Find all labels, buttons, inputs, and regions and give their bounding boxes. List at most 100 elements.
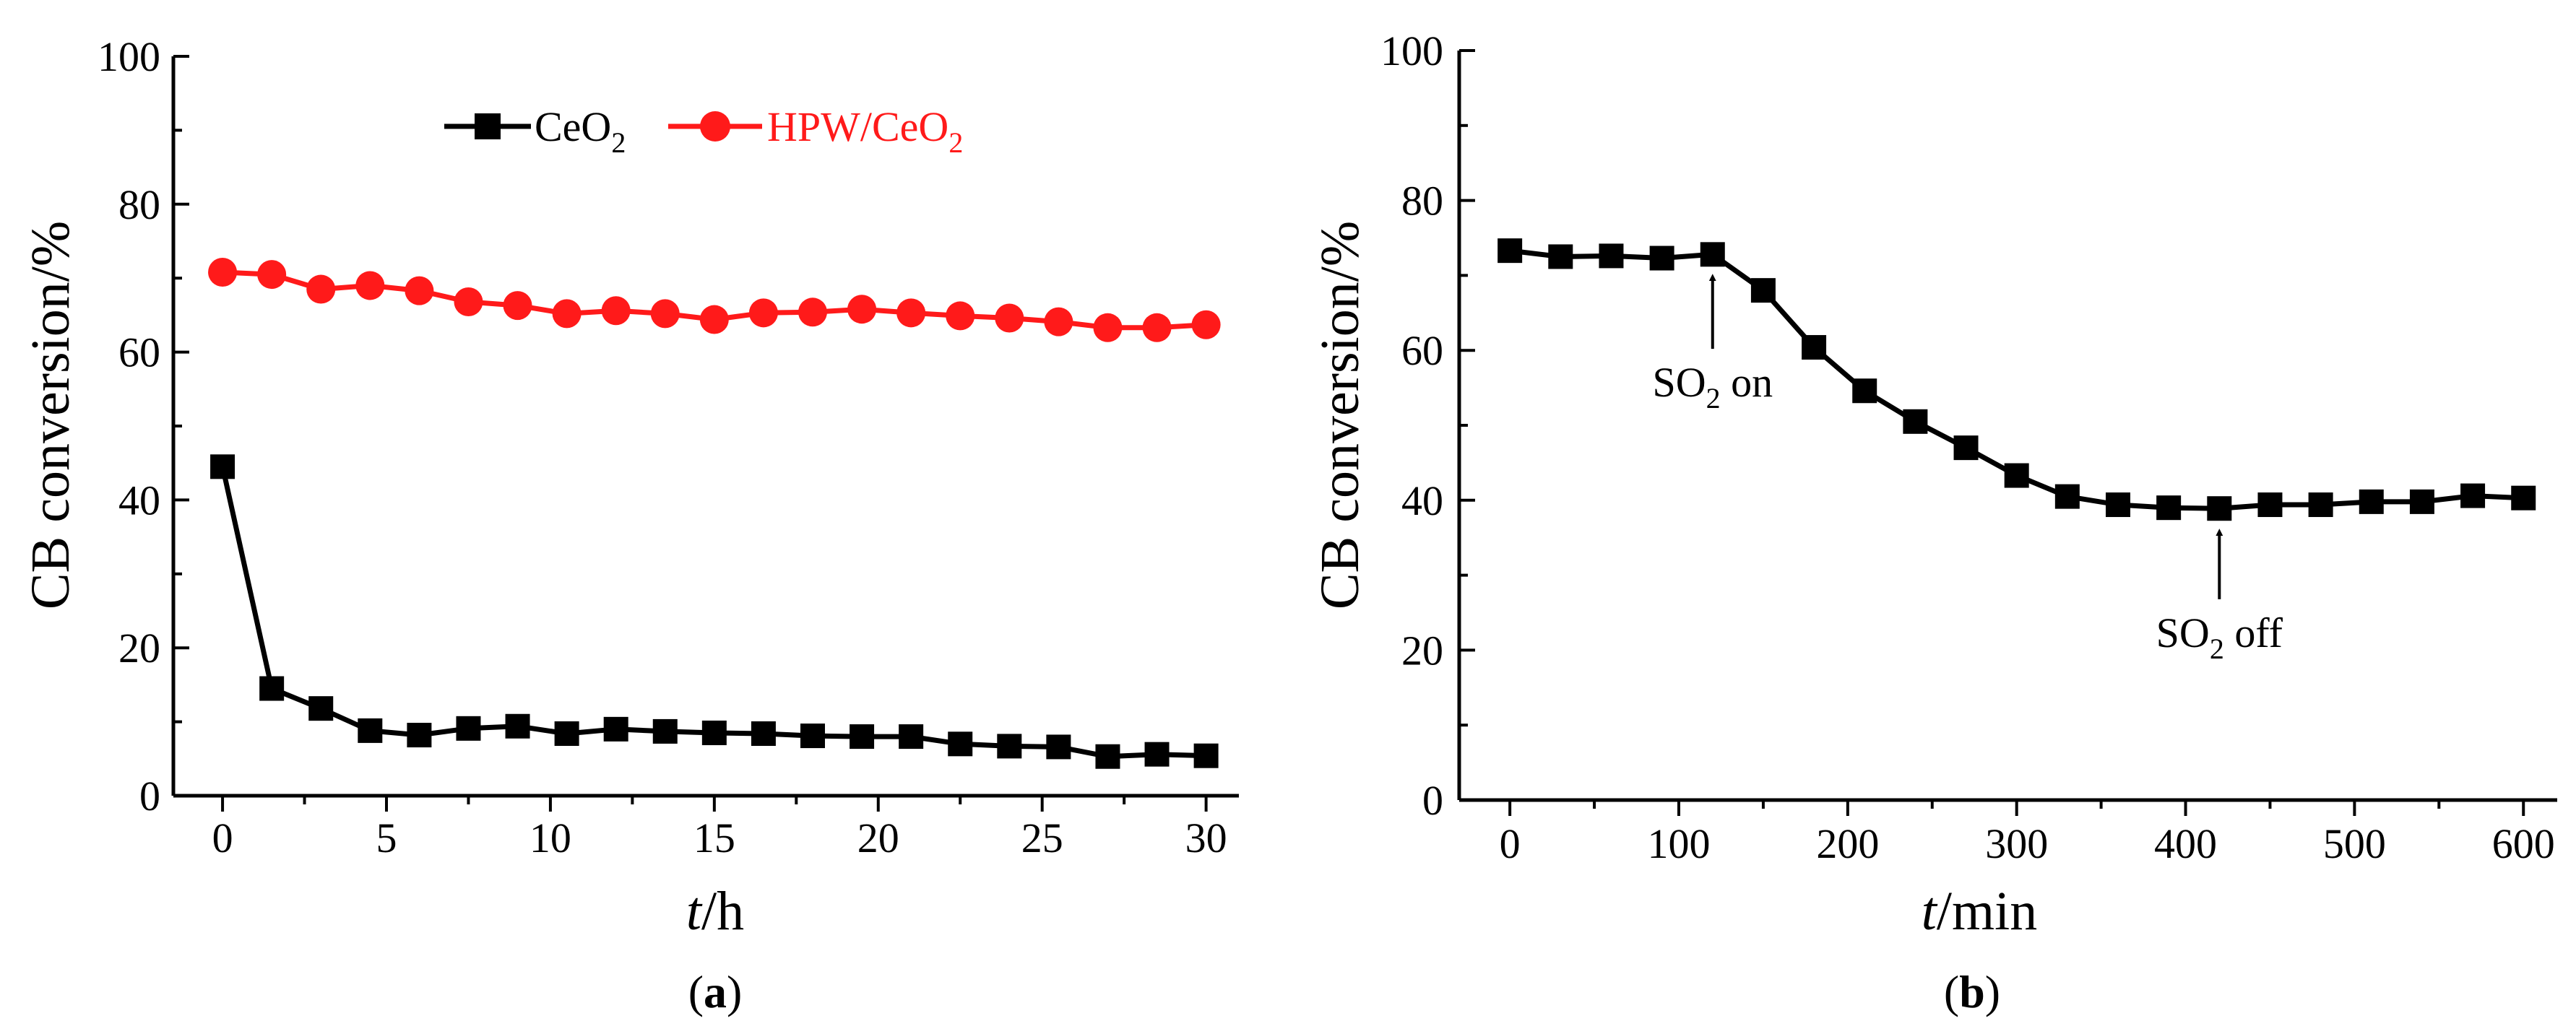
y-tick-label: 60	[118, 329, 160, 376]
data-point-ceo2	[1497, 238, 1523, 264]
data-point-hpw-ceo2	[1142, 313, 1172, 342]
y-tick-label: 0	[139, 773, 160, 820]
data-point-hpw-ceo2	[405, 276, 434, 305]
data-point-ceo2	[701, 720, 727, 745]
data-point-ceo2	[1095, 744, 1120, 769]
y-tick-label: 40	[118, 477, 160, 523]
data-point-ceo2	[259, 676, 285, 701]
data-point-ceo2	[800, 724, 825, 749]
data-point-ceo2	[1144, 742, 1170, 767]
data-point-ceo2	[2004, 463, 2029, 488]
data-point-hpw-ceo2	[257, 260, 287, 290]
data-point-ceo2	[2359, 489, 2384, 514]
data-point-ceo2	[652, 718, 678, 744]
y-tick-label: 20	[1401, 627, 1443, 674]
data-point-ceo2	[210, 454, 235, 479]
data-point-hpw-ceo2	[454, 287, 483, 316]
so2-on-label: SO2 on	[1652, 359, 1773, 414]
data-point-hpw-ceo2	[896, 298, 926, 328]
panel-b-axes	[1457, 51, 2557, 802]
data-point-ceo2	[2409, 489, 2434, 514]
x-tick-label: 500	[2323, 820, 2386, 867]
data-point-ceo2	[1193, 743, 1219, 768]
x-tick-label: 5	[376, 814, 397, 861]
data-point-hpw-ceo2	[601, 296, 631, 326]
x-tick-label: 15	[693, 814, 735, 861]
data-point-ceo2	[1700, 242, 1725, 267]
data-point-ceo2	[948, 731, 973, 757]
data-point-ceo2	[1953, 435, 1979, 461]
data-point-ceo2	[603, 716, 628, 742]
data-point-ceo2	[2257, 492, 2283, 518]
data-point-hpw-ceo2	[1191, 310, 1221, 339]
panel-a-ticks: 0 20 40 60 80 100 0 5 10 15 20 25 30	[98, 33, 1227, 861]
data-point-ceo2	[2156, 495, 2182, 521]
data-point-ceo2	[899, 724, 924, 750]
y-tick-label: 80	[1401, 178, 1443, 225]
panel-a-legend: CeO2 HPW/CeO2	[444, 103, 963, 159]
data-point-ceo2	[2308, 492, 2333, 518]
data-point-ceo2	[1903, 409, 1928, 434]
data-point-ceo2	[358, 718, 383, 743]
data-point-ceo2	[1750, 278, 1776, 303]
y-tick-label: 40	[1401, 477, 1443, 524]
data-point-ceo2	[505, 713, 530, 739]
x-tick-label: 10	[530, 814, 571, 861]
data-point-hpw-ceo2	[748, 298, 778, 328]
x-tick-label: 600	[2492, 820, 2555, 867]
x-tick-label: 0	[212, 814, 233, 861]
data-point-ceo2	[2511, 485, 2536, 511]
data-point-ceo2	[407, 723, 432, 748]
data-point-ceo2	[1046, 734, 1071, 760]
data-point-ceo2	[1852, 378, 1877, 404]
legend-label-hpw-ceo2: HPW/CeO2	[767, 103, 963, 159]
panel-b-ticks: 0 20 40 60 80 100 0 100 200 300 400 500 600	[1380, 27, 2555, 867]
series-line-ceo2	[220, 466, 1206, 760]
panel-a-axes	[171, 56, 1239, 798]
x-tick-label: 300	[1985, 820, 2048, 867]
x-tick-label: 25	[1021, 814, 1063, 861]
x-tick-label: 30	[1185, 814, 1227, 861]
panel-a-y-axis-title: CB conversion/%	[20, 221, 81, 609]
data-point-hpw-ceo2	[1093, 313, 1123, 342]
legend-marker-ceo2	[475, 113, 501, 139]
data-point-ceo2	[308, 696, 334, 721]
panel-b-annotations: SO2 on SO2 off	[1652, 274, 2283, 665]
y-tick-label: 0	[1422, 777, 1443, 824]
data-point-hpw-ceo2	[650, 299, 680, 329]
panel-b-y-axis-title: CB conversion/%	[1310, 221, 1370, 609]
y-tick-label: 20	[118, 625, 160, 672]
so2-off-label: SO2 off	[2156, 609, 2283, 665]
panel-a-series	[208, 258, 1221, 769]
panel-a-chart: 0 20 40 60 80 100 0 5 10 15 20 25 30 CB conversion/%…	[20, 33, 1239, 1017]
data-point-ceo2	[1599, 243, 1624, 269]
data-point-hpw-ceo2	[946, 301, 975, 331]
data-point-hpw-ceo2	[208, 258, 238, 287]
panel-b-label: (b)	[1944, 966, 2000, 1017]
panel-b-x-axis-title: t/min	[1922, 881, 2037, 942]
data-point-ceo2	[1548, 244, 1573, 269]
data-point-ceo2	[2207, 496, 2232, 521]
data-point-hpw-ceo2	[995, 303, 1024, 333]
data-point-ceo2	[1649, 246, 1674, 271]
data-point-hpw-ceo2	[503, 291, 532, 321]
y-tick-label: 100	[1380, 27, 1443, 74]
panel-b-series	[1497, 238, 2536, 521]
legend-label-ceo2: CeO2	[535, 103, 626, 159]
panel-a-label: (a)	[688, 966, 743, 1017]
data-point-ceo2	[997, 734, 1022, 759]
data-point-hpw-ceo2	[552, 299, 582, 329]
data-point-hpw-ceo2	[798, 297, 827, 327]
data-point-ceo2	[2054, 484, 2080, 509]
data-point-ceo2	[751, 721, 776, 746]
data-point-hpw-ceo2	[847, 295, 877, 324]
y-tick-label: 100	[98, 33, 160, 80]
data-point-hpw-ceo2	[1044, 307, 1073, 336]
data-point-hpw-ceo2	[306, 274, 336, 304]
y-tick-label: 60	[1401, 327, 1443, 374]
x-tick-label: 400	[2154, 820, 2217, 867]
legend-marker-hpw-ceo2	[700, 111, 730, 142]
x-tick-label: 200	[1816, 820, 1879, 867]
data-point-hpw-ceo2	[355, 271, 385, 300]
